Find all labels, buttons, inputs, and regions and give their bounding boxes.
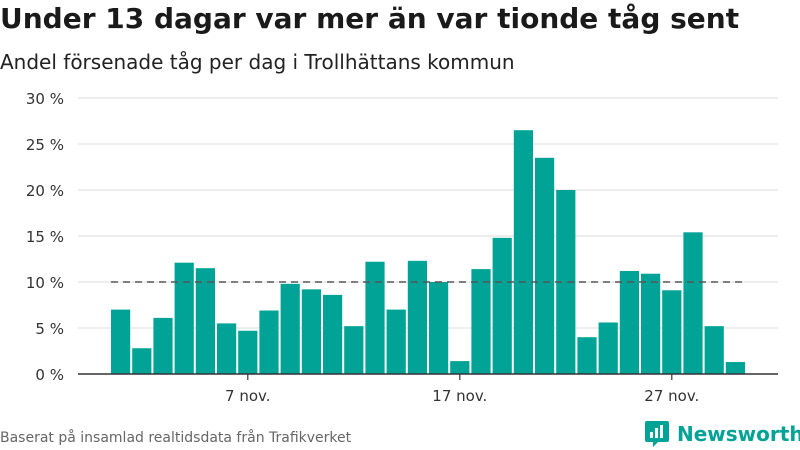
y-axis-labels: 0 % 5 % 10 % 15 % 20 % 25 % 30 % bbox=[26, 90, 64, 384]
source-note: Baserat på insamlad realtidsdata från Tr… bbox=[0, 430, 352, 446]
bar bbox=[259, 310, 279, 374]
bar bbox=[577, 337, 597, 374]
bar bbox=[217, 323, 237, 374]
bar bbox=[662, 290, 682, 374]
bar bbox=[450, 361, 470, 374]
bar bbox=[111, 309, 131, 374]
newsworthy-brand[interactable]: Newsworthy bbox=[644, 420, 800, 448]
bar bbox=[132, 348, 152, 374]
bar bbox=[471, 269, 491, 374]
bar bbox=[556, 190, 576, 374]
bar bbox=[725, 362, 745, 374]
bar bbox=[641, 273, 661, 374]
bar bbox=[619, 270, 639, 374]
bar bbox=[301, 289, 321, 374]
y-tick-label: 0 % bbox=[35, 366, 64, 384]
y-tick-label: 10 % bbox=[26, 274, 64, 292]
bar bbox=[238, 330, 258, 374]
brand-name: Newsworthy bbox=[677, 422, 800, 446]
newsworthy-logo-icon bbox=[645, 421, 669, 447]
bar bbox=[153, 317, 173, 374]
bar bbox=[492, 237, 512, 374]
bar bbox=[704, 326, 724, 374]
bar bbox=[386, 309, 406, 374]
bar bbox=[513, 130, 533, 374]
bar-chart: 0 % 5 % 10 % 15 % 20 % 25 % 30 % 7 nov. 17 nov.… bbox=[26, 90, 778, 405]
x-tick-label: 7 nov. bbox=[225, 387, 270, 405]
gridlines bbox=[78, 97, 778, 329]
bar bbox=[365, 261, 385, 374]
x-tick-label: 27 nov. bbox=[644, 387, 699, 405]
bar bbox=[535, 157, 555, 374]
y-tick-label: 30 % bbox=[26, 90, 64, 108]
chart-subtitle: Andel försenade tåg per dag i Trollhätta… bbox=[0, 50, 515, 74]
y-tick-label: 15 % bbox=[26, 228, 64, 246]
chart-title: Under 13 dagar var mer än var tionde tåg… bbox=[0, 2, 740, 35]
x-axis: 7 nov. 17 nov. 27 nov. bbox=[78, 373, 778, 405]
bar bbox=[407, 260, 427, 374]
bar bbox=[174, 262, 194, 374]
y-tick-label: 25 % bbox=[26, 136, 64, 154]
bar bbox=[280, 283, 300, 374]
x-tick-label: 17 nov. bbox=[432, 387, 487, 405]
y-tick-label: 5 % bbox=[35, 320, 64, 338]
bar bbox=[323, 294, 343, 374]
bars bbox=[111, 130, 745, 374]
bar bbox=[429, 282, 449, 374]
bar bbox=[344, 326, 364, 374]
bar bbox=[195, 268, 215, 374]
y-tick-label: 20 % bbox=[26, 182, 64, 200]
bar bbox=[683, 232, 703, 374]
bar bbox=[598, 322, 618, 374]
